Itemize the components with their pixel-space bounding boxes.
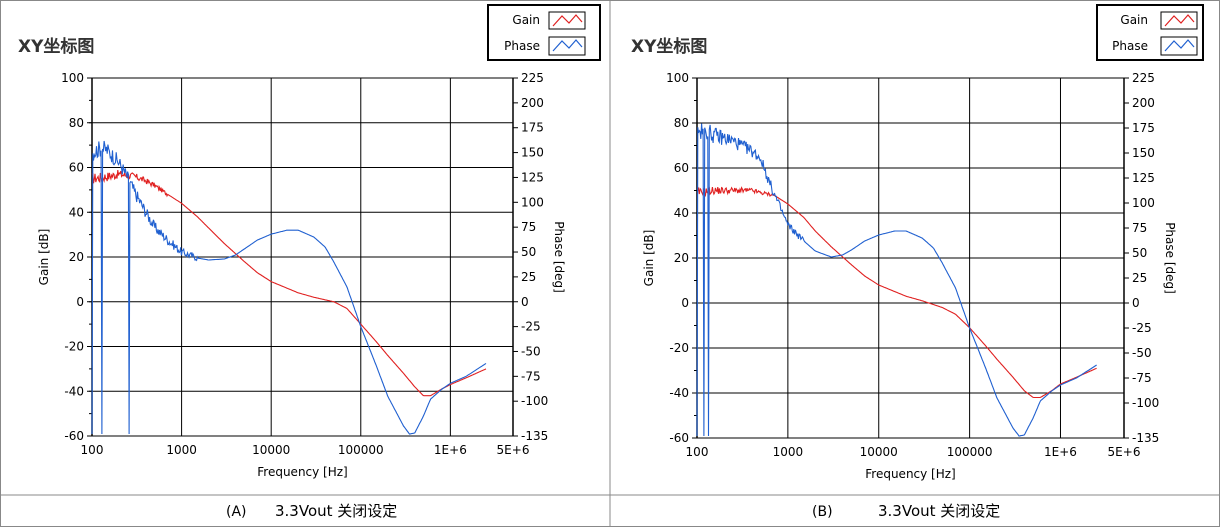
y2-tick-label: 50 bbox=[1132, 246, 1147, 260]
y-tick-label: -60 bbox=[64, 429, 84, 443]
y-tick-label: 80 bbox=[674, 116, 689, 130]
y2-tick-label: -135 bbox=[521, 429, 548, 443]
phase-series-line bbox=[696, 123, 1097, 437]
x-tick-label: 1E+6 bbox=[1044, 445, 1077, 459]
y2-tick-label: 175 bbox=[1132, 121, 1155, 135]
y2-axis-title: Phase [deg] bbox=[552, 221, 566, 293]
y-tick-label: -40 bbox=[669, 386, 689, 400]
caption-text: 3.3Vout 关闭设定 bbox=[275, 502, 397, 520]
y2-tick-label: 100 bbox=[521, 195, 544, 209]
y2-tick-label: -135 bbox=[1132, 431, 1159, 445]
caption-label: (A) bbox=[226, 504, 247, 520]
y2-tick-label: -50 bbox=[1132, 346, 1152, 360]
x-tick-label: 100 bbox=[81, 443, 104, 457]
caption-label: (B) bbox=[812, 504, 833, 520]
y2-tick-label: -25 bbox=[1132, 321, 1152, 335]
y-tick-label: 80 bbox=[69, 116, 84, 130]
legend-gain-label: Gain bbox=[1120, 13, 1148, 27]
x-tick-label: 1000 bbox=[166, 443, 197, 457]
x-tick-label: 10000 bbox=[860, 445, 898, 459]
y2-tick-label: 0 bbox=[521, 295, 529, 309]
y2-tick-label: 200 bbox=[1132, 96, 1155, 110]
y2-tick-label: -75 bbox=[1132, 371, 1152, 385]
panel-a: XY坐标图 Gain Phase 100 1000 10000 100000 1E+6 5… bbox=[18, 4, 601, 520]
y-tick-label: 40 bbox=[69, 205, 84, 219]
y2-tick-label: 175 bbox=[521, 121, 544, 135]
y-tick-label: -20 bbox=[64, 340, 84, 354]
x-tick-label: 1E+6 bbox=[434, 443, 467, 457]
phase-series-line bbox=[91, 140, 487, 435]
y2-tick-label: 0 bbox=[1132, 296, 1140, 310]
y2-axis-title: Phase [deg] bbox=[1163, 222, 1177, 294]
y2-tick-label: -100 bbox=[1132, 396, 1159, 410]
y-tick-label: 20 bbox=[69, 250, 84, 264]
x-tick-label: 100000 bbox=[947, 445, 993, 459]
plot-area: 100 1000 10000 100000 1E+6 5E+6-60-40-2002040… bbox=[37, 71, 566, 479]
y-tick-label: -60 bbox=[669, 431, 689, 445]
gain-series-line bbox=[91, 170, 487, 397]
legend-phase-label: Phase bbox=[1112, 39, 1148, 53]
panel-b: XY坐标图 Gain Phase 100 1000 10000 100000 1E+6 5… bbox=[631, 4, 1204, 520]
y2-tick-label: 25 bbox=[1132, 271, 1147, 285]
caption-text: 3.3Vout 关闭设定 bbox=[878, 502, 1000, 520]
y-tick-label: -40 bbox=[64, 384, 84, 398]
x-tick-label: 1000 bbox=[773, 445, 804, 459]
y-tick-label: 100 bbox=[61, 71, 84, 85]
x-tick-label: 10000 bbox=[252, 443, 290, 457]
y2-tick-label: 75 bbox=[1132, 221, 1147, 235]
y-tick-label: 40 bbox=[674, 206, 689, 220]
x-tick-label: 5E+6 bbox=[497, 443, 530, 457]
y-tick-label: 0 bbox=[76, 295, 84, 309]
y2-tick-label: 150 bbox=[521, 146, 544, 160]
y-tick-label: 0 bbox=[681, 296, 689, 310]
legend[interactable]: Gain Phase bbox=[487, 4, 601, 61]
plot-area: 100 1000 10000 100000 1E+6 5E+6-60-40-2002040… bbox=[642, 71, 1177, 481]
y2-tick-label: 150 bbox=[1132, 146, 1155, 160]
y-axis-title: Gain [dB] bbox=[642, 230, 656, 287]
y2-tick-label: 75 bbox=[521, 220, 536, 234]
y-tick-label: -20 bbox=[669, 341, 689, 355]
legend-phase-label: Phase bbox=[504, 39, 540, 53]
y2-tick-label: 100 bbox=[1132, 196, 1155, 210]
legend-gain-line-icon bbox=[1164, 14, 1195, 27]
y-axis-title: Gain [dB] bbox=[37, 229, 51, 286]
y2-tick-label: 50 bbox=[521, 245, 536, 259]
x-tick-label: 100000 bbox=[338, 443, 384, 457]
y-tick-label: 60 bbox=[69, 161, 84, 175]
y2-tick-label: 225 bbox=[521, 71, 544, 85]
x-axis-title: Frequency [Hz] bbox=[865, 467, 956, 481]
y2-tick-label: 25 bbox=[521, 270, 536, 284]
y2-tick-label: 125 bbox=[1132, 171, 1155, 185]
legend-gain-line-icon bbox=[552, 14, 583, 27]
legend[interactable]: Gain Phase bbox=[1096, 4, 1204, 61]
x-axis-title: Frequency [Hz] bbox=[257, 465, 348, 479]
y2-tick-label: -75 bbox=[521, 369, 541, 383]
y-tick-label: 20 bbox=[674, 251, 689, 265]
gain-series-line bbox=[696, 186, 1097, 399]
y2-tick-label: 225 bbox=[1132, 71, 1155, 85]
y-tick-label: 60 bbox=[674, 161, 689, 175]
legend-phase-line-icon bbox=[552, 39, 583, 52]
x-tick-label: 5E+6 bbox=[1108, 445, 1141, 459]
y2-tick-label: -25 bbox=[521, 320, 541, 334]
y2-tick-label: 200 bbox=[521, 96, 544, 110]
y2-tick-label: 125 bbox=[521, 170, 544, 184]
x-tick-label: 100 bbox=[686, 445, 709, 459]
y-tick-label: 100 bbox=[666, 71, 689, 85]
legend-phase-line-icon bbox=[1164, 39, 1195, 52]
legend-gain-label: Gain bbox=[512, 13, 540, 27]
y2-tick-label: -50 bbox=[521, 344, 541, 358]
plot-title: XY坐标图 bbox=[631, 36, 707, 57]
plot-title: XY坐标图 bbox=[18, 36, 94, 57]
y2-tick-label: -100 bbox=[521, 394, 548, 408]
